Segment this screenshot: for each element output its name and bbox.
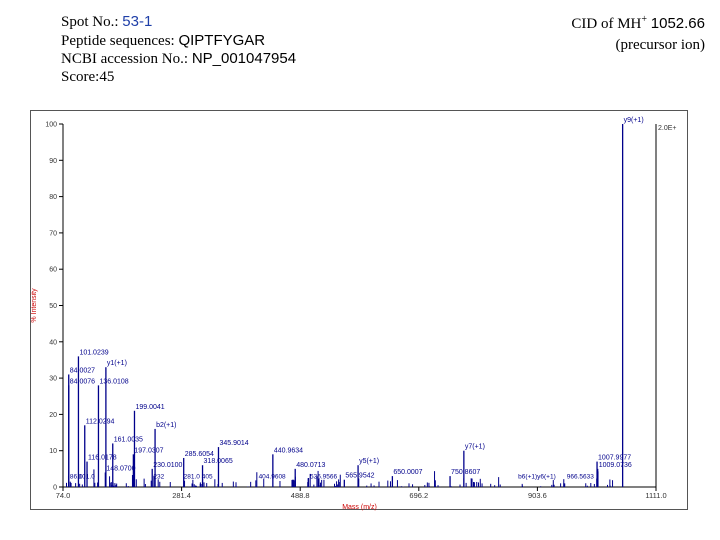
minor-peak-label: 101.0 <box>79 474 96 481</box>
x-tick-label: 1111.0 <box>645 491 666 500</box>
minor-peak-label: 86.0 <box>70 474 83 481</box>
peak-label: 136.0108 <box>99 378 128 385</box>
score-line: Score:45 <box>61 68 115 85</box>
minor-peak-label: 536.9566 <box>310 474 337 481</box>
minor-peak-label: 966.5633 <box>567 474 594 481</box>
precursor-label: (precursor ion) <box>615 37 705 53</box>
spot-line: Spot No.: 53-1 <box>61 13 296 32</box>
minor-peak-label: 232 <box>153 474 164 481</box>
y-tick-label: 100 <box>45 122 57 129</box>
peak-label: 750.8607 <box>451 469 480 476</box>
peak-label: 116.0178 <box>88 455 117 462</box>
peak-label: y9(+1) <box>624 117 644 124</box>
cid-superscript: + <box>641 14 648 25</box>
peptide-value: QIPTFYGAR <box>178 31 266 49</box>
peak-label: 230.0100 <box>153 462 182 469</box>
cid-line: CID of MH+ 1052.66 <box>520 13 705 35</box>
y-tick-label: 50 <box>49 303 57 310</box>
peptide-label: Peptide sequences: <box>61 32 175 49</box>
peptide-line: Peptide sequences: QIPTFYGAR <box>61 32 296 51</box>
peak-label: y7(+1) <box>465 444 485 451</box>
minor-peak-label: 404.9608 <box>259 474 286 481</box>
y-tick-label: 60 <box>49 267 57 274</box>
y-tick-label: 70 <box>49 230 57 237</box>
peak-label: y5(+1) <box>359 458 379 465</box>
ncbi-value: NP_001047954 <box>191 50 297 67</box>
peak-label: 112.0294 <box>86 418 115 425</box>
x-tick-label: 696.2 <box>409 491 428 500</box>
cid-info: CID of MH+ 1052.66 (precursor ion) <box>520 13 705 56</box>
ncbi-line: NCBI accession No.: NP_001047954 <box>61 50 296 69</box>
x-tick-label: 903.6 <box>528 491 547 500</box>
minor-peak-label: b6(+1)y6(+1) <box>518 474 556 481</box>
scale-label: 2.0E+ <box>658 125 677 132</box>
spectrum-frame <box>30 110 688 510</box>
y-tick-label: 20 <box>49 412 57 419</box>
peak-label: 345.9014 <box>219 440 248 447</box>
peak-label: 84.0076 <box>70 378 95 385</box>
peak-label: 480.0713 <box>296 462 325 469</box>
cid-prefix: CID of MH <box>571 16 642 32</box>
x-tick-label: 488.8 <box>291 491 310 500</box>
peak-label: 197.0307 <box>134 447 163 454</box>
peak-label: 285.6054 <box>185 451 214 458</box>
peak-label: 161.0035 <box>114 436 143 443</box>
y-tick-label: 90 <box>49 158 57 165</box>
peak-label: 565.9542 <box>345 473 374 480</box>
peak-label: 101.0239 <box>79 349 108 356</box>
y-tick-label: 10 <box>49 448 57 455</box>
peak-label: 148.0700 <box>106 465 135 472</box>
peak-label: b2(+1) <box>156 422 176 429</box>
x-tick-label: 281.4 <box>172 491 191 500</box>
minor-peak-label: 281.0 405 <box>184 474 213 481</box>
y-tick-label: 30 <box>49 376 57 383</box>
peak-label: 199.0041 <box>135 404 164 411</box>
peak-label: 1009.0736 <box>599 462 632 469</box>
peak-label: 84.0027 <box>70 367 95 374</box>
x-tick-label: 74.0 <box>56 491 71 500</box>
peak-label: 1007.9977 <box>598 455 631 462</box>
peak-label: y1(+1) <box>107 360 127 367</box>
cid-value: 1052.66 <box>650 15 705 32</box>
y-tick-label: 40 <box>49 339 57 346</box>
y-tick-label: 80 <box>49 194 57 201</box>
spectrum-info: Spot No.: 53-1 Peptide sequences: QIPTFY… <box>61 13 296 86</box>
ncbi-label: NCBI accession No.: <box>61 51 189 67</box>
spot-value: 53-1 <box>122 13 153 30</box>
spot-label: Spot No.: <box>61 14 119 30</box>
peak-label: 650.0007 <box>393 469 422 476</box>
y-tick-label: 0 <box>53 485 57 492</box>
y-axis-title: % Intensity <box>31 288 38 323</box>
x-axis-title: Mass (m/z) <box>342 504 377 511</box>
peak-label: 440.9634 <box>274 447 303 454</box>
